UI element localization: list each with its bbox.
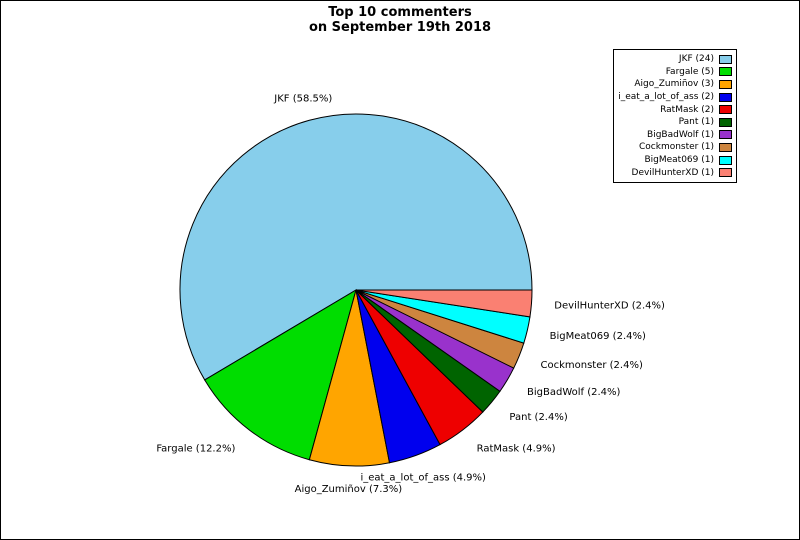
chart-title-line1: Top 10 commenters	[328, 5, 472, 20]
slice-label-BigMeat069: BigMeat069 (2.4%)	[550, 331, 646, 342]
legend-color-swatch	[719, 130, 732, 140]
legend-item-DevilHunterXD: DevilHunterXD (1)	[618, 166, 732, 179]
legend-label: Pant (1)	[678, 117, 714, 128]
legend-item-BigMeat069: BigMeat069 (1)	[618, 154, 732, 167]
slice-label-BigBadWolf: BigBadWolf (2.4%)	[527, 387, 621, 398]
chart-title-line2: on September 19th 2018	[308, 20, 492, 35]
slice-label-Aigo_Zumiñov: Aigo_Zumiñov (7.3%)	[295, 484, 403, 495]
legend-color-swatch	[719, 142, 732, 152]
legend-item-Cockmonster: Cockmonster (1)	[618, 141, 732, 154]
legend-label: Aigo_Zumiñov (3)	[634, 79, 714, 90]
legend-item-JKF: JKF (24)	[618, 53, 732, 66]
legend-label: DevilHunterXD (1)	[631, 167, 714, 178]
legend-color-swatch	[719, 155, 732, 165]
legend-label: BigBadWolf (1)	[647, 129, 714, 140]
legend-color-swatch	[719, 67, 732, 77]
legend-label: Cockmonster (1)	[639, 142, 714, 153]
legend: JKF (24) Fargale (5) Aigo_Zumiñov (3) i_eat…	[613, 49, 737, 183]
chart-title: Top 10 commenters on September 19th 2018	[1, 5, 799, 35]
legend-item-Pant: Pant (1)	[618, 116, 732, 129]
legend-label: RatMask (2)	[660, 104, 714, 115]
pie-slice-DevilHunterXD	[355, 289, 533, 318]
pie-slice-JKF	[179, 113, 533, 381]
legend-label: BigMeat069 (1)	[644, 155, 714, 166]
slice-label-i_eat_a_lot_of_ass: i_eat_a_lot_of_ass (4.9%)	[360, 473, 486, 484]
legend-item-Aigo_Zumiñov: Aigo_Zumiñov (3)	[618, 78, 732, 91]
pie-slice-Fargale	[204, 288, 357, 461]
legend-label: JKF (24)	[678, 54, 714, 65]
legend-color-swatch	[719, 117, 732, 127]
slice-label-RatMask: RatMask (4.9%)	[477, 444, 556, 455]
slice-label-Pant: Pant (2.4%)	[509, 412, 567, 423]
legend-label: Fargale (5)	[665, 66, 714, 77]
legend-item-Fargale: Fargale (5)	[618, 66, 732, 79]
legend-color-swatch	[719, 92, 732, 102]
legend-label: i_eat_a_lot_of_ass (2)	[618, 92, 714, 103]
slice-label-Fargale: Fargale (12.2%)	[156, 444, 235, 455]
legend-color-swatch	[719, 79, 732, 89]
slice-label-JKF: JKF (58.5%)	[273, 94, 332, 105]
legend-color-swatch	[719, 54, 732, 64]
legend-item-i_eat_a_lot_of_ass: i_eat_a_lot_of_ass (2)	[618, 91, 732, 104]
legend-color-swatch	[719, 105, 732, 115]
legend-color-swatch	[719, 168, 732, 178]
slice-label-Cockmonster: Cockmonster (2.4%)	[541, 360, 643, 371]
legend-item-BigBadWolf: BigBadWolf (1)	[618, 129, 732, 142]
legend-item-RatMask: RatMask (2)	[618, 103, 732, 116]
slice-label-DevilHunterXD: DevilHunterXD (2.4%)	[554, 301, 665, 312]
